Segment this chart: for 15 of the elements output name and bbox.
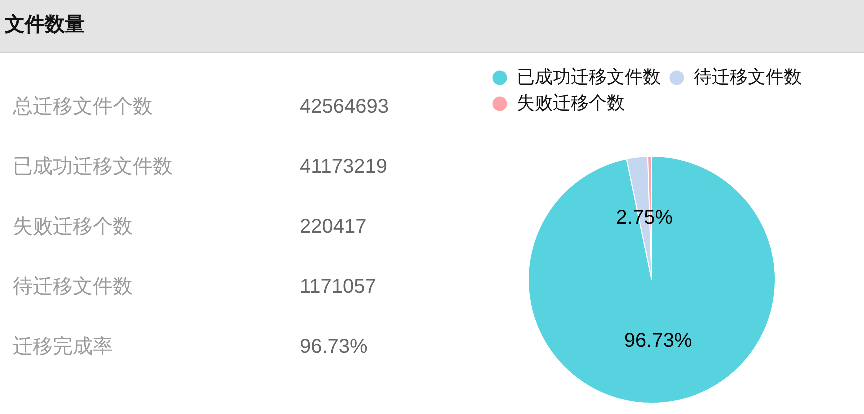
text: 已成功迁移文件数 [13,155,173,179]
legend-label: 已成功迁移文件数 [517,66,661,87]
text: 文件数量 [5,12,85,38]
text: 41173219 [300,155,388,179]
text: 失败迁移个数 [13,215,133,239]
text: 待迁移文件数 [13,275,133,299]
legend-label: 待迁移文件数 [694,66,802,87]
data-label: 96.73% [624,330,692,352]
text: 迁移完成率 [13,335,113,359]
legend-label: 失败迁移个数 [517,92,625,113]
text: 42564693 [300,95,389,119]
text: 1171057 [300,275,376,299]
text: 总迁移文件个数 [13,95,153,119]
text: 96.73% [300,335,368,359]
text: 220417 [300,215,367,239]
